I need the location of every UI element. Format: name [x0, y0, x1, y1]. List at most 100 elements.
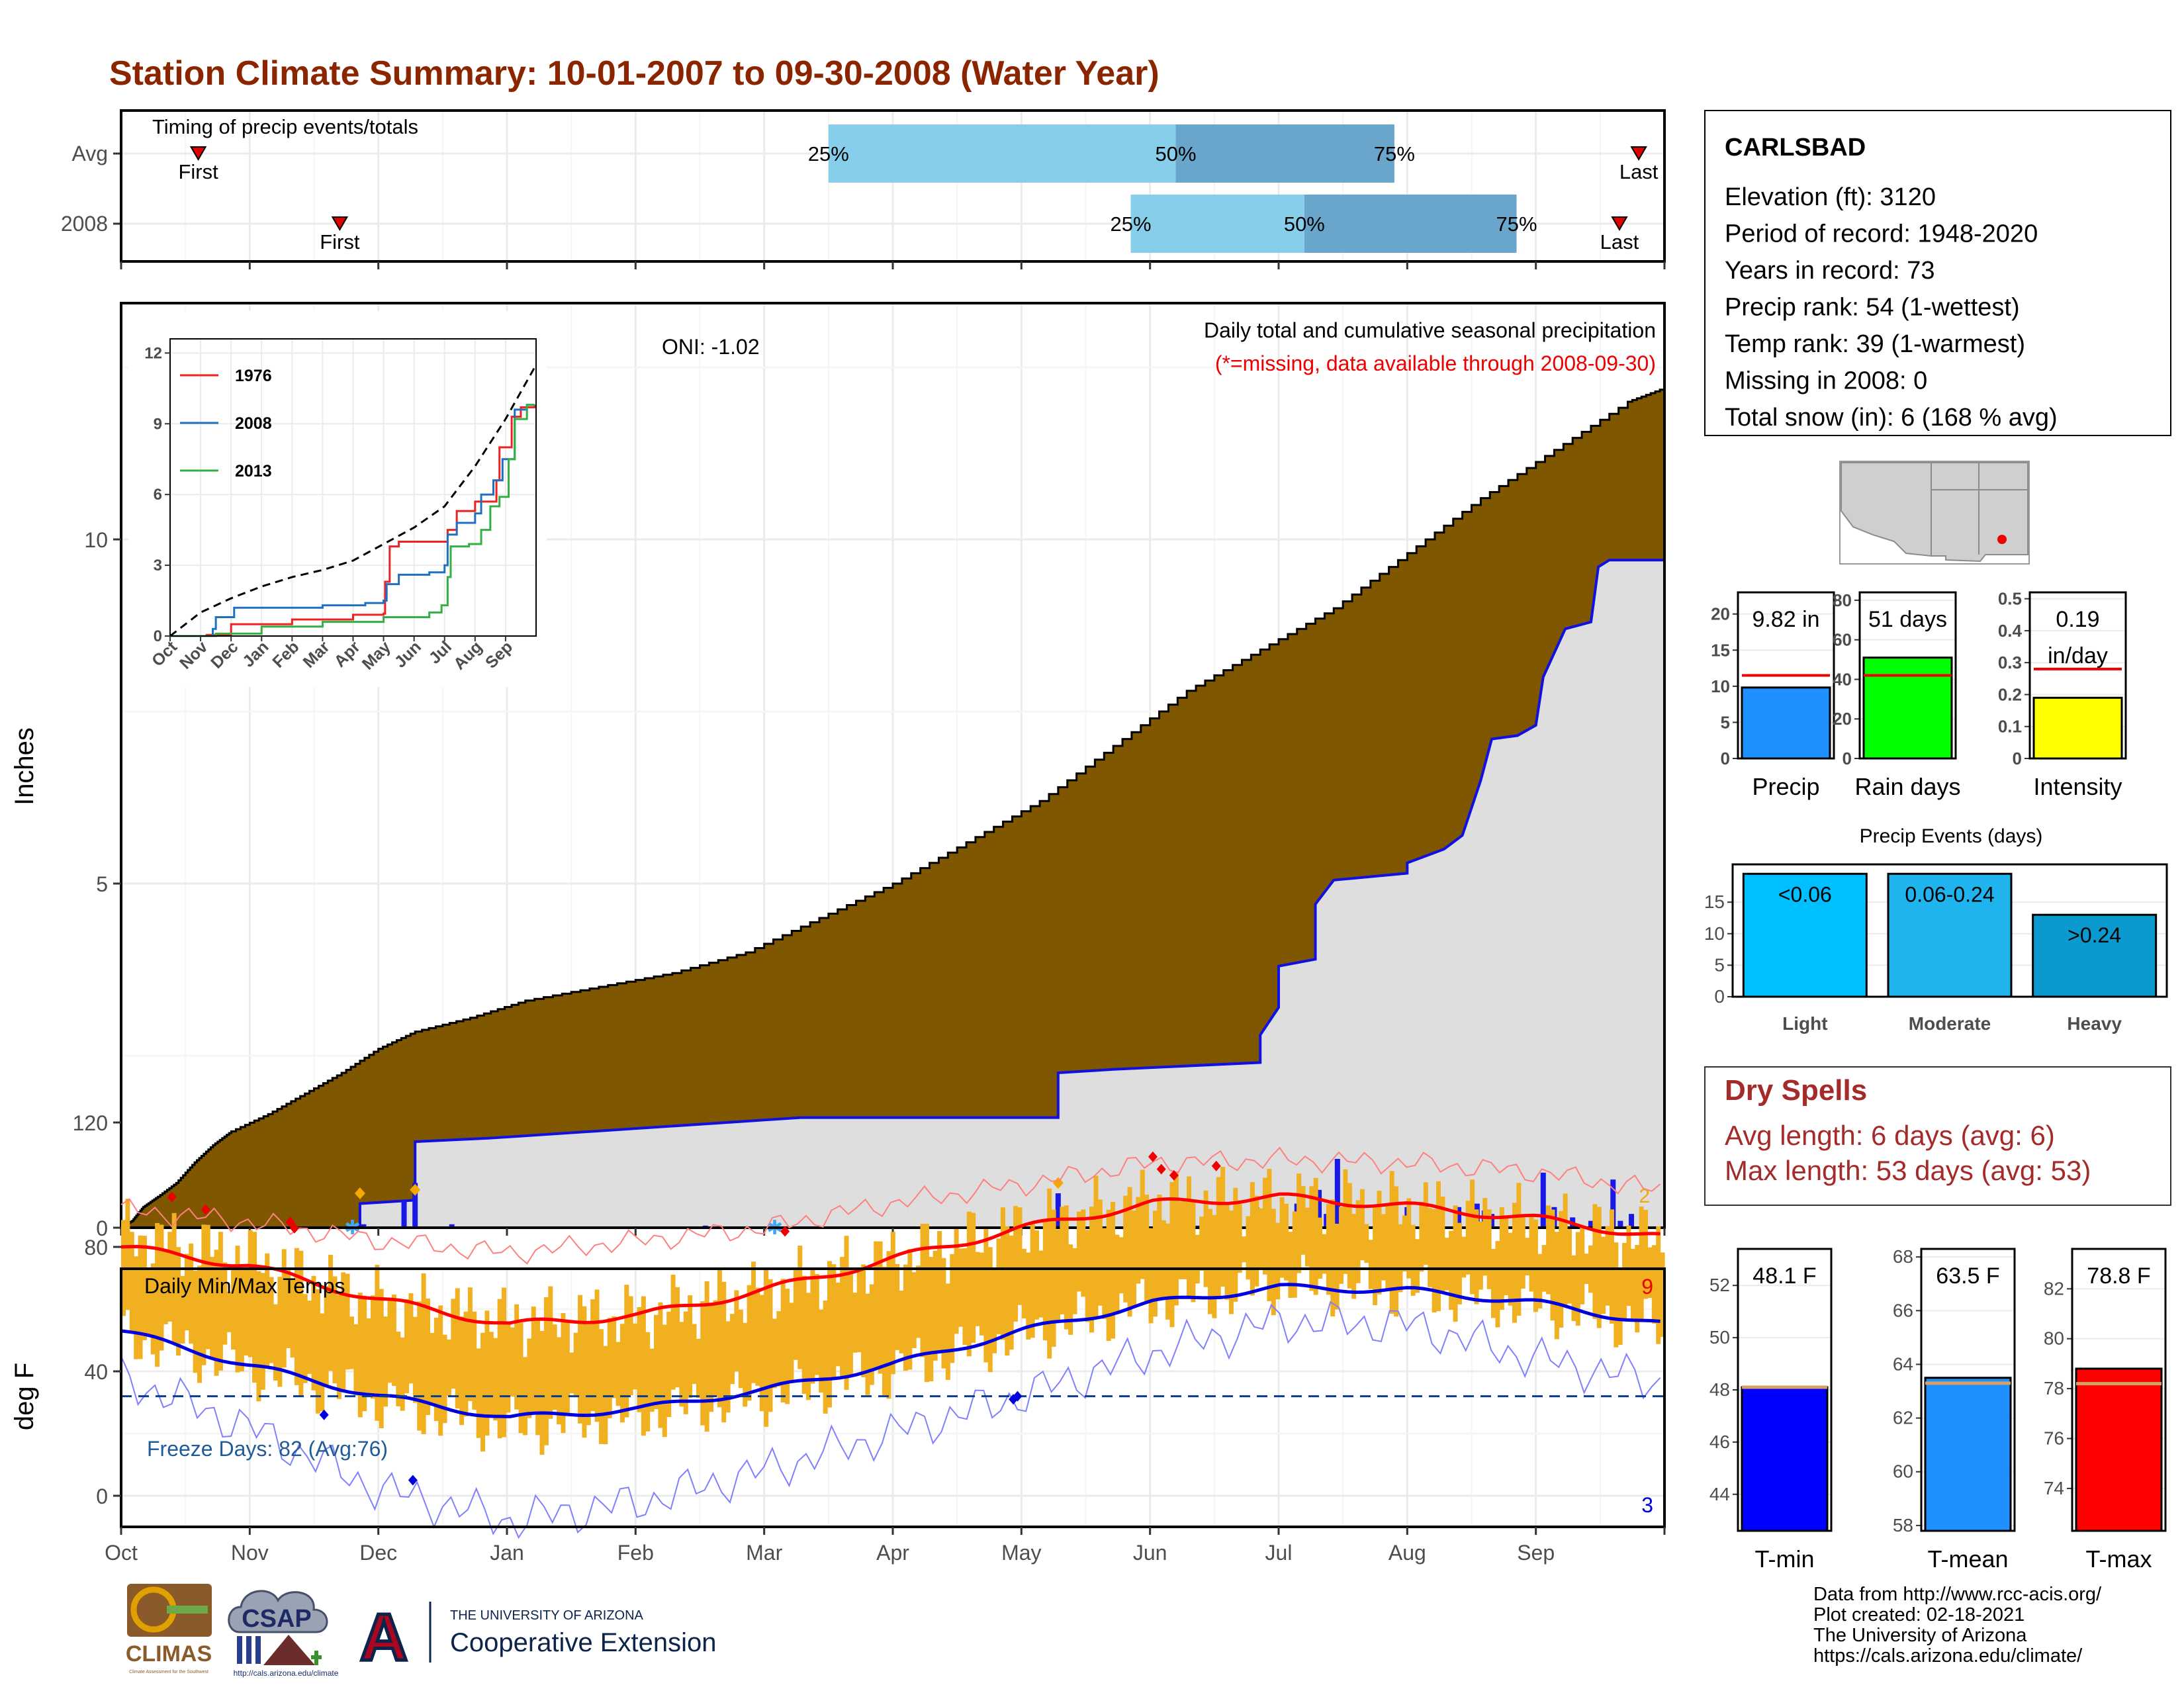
- csap-url: http://cals.arizona.edu/climate: [234, 1668, 339, 1678]
- record-high-marker: [1156, 1164, 1166, 1175]
- daily-temp-bar: [1355, 1200, 1361, 1283]
- dry-spells-box: Dry Spells Avg length: 6 days (avg: 6) M…: [1704, 1066, 2171, 1206]
- daily-temp-bar: [328, 1254, 334, 1371]
- mini-panel-bar-intensity: [2032, 696, 2123, 760]
- university-of-arizona-logo: A THE UNIVERSITY OF ARIZONA Cooperative …: [358, 1599, 716, 1676]
- daily-temp-bar: [1102, 1228, 1107, 1319]
- temps-x-tick-label: Apr: [876, 1541, 909, 1565]
- mini-panel-y-tick-label: 44: [1709, 1484, 1730, 1504]
- mini-panel-y-tick-label: 46: [1709, 1432, 1730, 1452]
- daily-temp-bar: [408, 1293, 414, 1384]
- daily-temp-bar: [1283, 1203, 1289, 1281]
- precip-panel: ✱ ✱ ONI: -1.02 Daily total and cumulativ…: [10, 302, 1666, 1240]
- daily-temp-bar: [793, 1269, 798, 1360]
- daily-temp-bar: [1144, 1194, 1150, 1303]
- daily-temp-bar: [1432, 1209, 1437, 1313]
- timing-bar-upper: [1175, 124, 1394, 183]
- daily-temp-bar: [1000, 1207, 1005, 1340]
- temps-y-tick-label: 80: [84, 1236, 108, 1259]
- timing-p50-label: 50%: [1156, 142, 1197, 165]
- daily-temp-bar: [1313, 1177, 1318, 1295]
- daily-temp-bar: [1482, 1198, 1488, 1276]
- daily-temp-bar: [1614, 1242, 1619, 1348]
- daily-temp-bar: [933, 1250, 938, 1361]
- daily-temp-bar: [1635, 1244, 1640, 1333]
- daily-temp-bar: [129, 1232, 134, 1333]
- daily-temp-bar: [1123, 1195, 1128, 1303]
- daily-temp-bar: [743, 1322, 748, 1407]
- daily-temp-bar: [1233, 1187, 1238, 1302]
- daily-temp-bar: [463, 1311, 469, 1417]
- daily-temp-bar: [442, 1334, 447, 1424]
- daily-temp-bar: [852, 1293, 858, 1353]
- station-name: CARLSBAD: [1725, 134, 1866, 161]
- mini-panel-y-tick-label: 0.1: [1998, 717, 2022, 737]
- ua-extension-text: Cooperative Extension: [450, 1628, 716, 1657]
- daily-temp-bar: [552, 1324, 557, 1410]
- mini-panel-bar-precip: [1741, 686, 1831, 760]
- daily-temp-bar: [1051, 1209, 1056, 1347]
- daily-temp-bar: [874, 1241, 879, 1369]
- daily-temp-bar: [370, 1295, 375, 1399]
- daily-temp-bar: [146, 1269, 152, 1336]
- mini-panel-category-label: Rain days: [1854, 773, 1960, 800]
- climas-logo-subtext: Climate Assessment for the Southwest: [129, 1670, 208, 1674]
- temps-y-tick-label: 40: [84, 1360, 108, 1384]
- mini-panel-frame: [1858, 591, 1957, 760]
- mini-panel-y-tick-label: 15: [1711, 640, 1730, 660]
- mini-panel-y-tick-label: 76: [2044, 1428, 2064, 1449]
- daily-temp-bar: [924, 1224, 929, 1383]
- daily-temp-bar: [801, 1275, 807, 1394]
- record-markers: [167, 1151, 1221, 1486]
- daily-temp-bar: [1423, 1182, 1428, 1265]
- daily-temp-bar: [375, 1265, 380, 1421]
- daily-temp-bar: [861, 1264, 866, 1377]
- daily-temp-bar: [662, 1324, 667, 1438]
- daily-temp-bar: [827, 1261, 832, 1408]
- temps-x-tick-label: Dec: [359, 1541, 397, 1565]
- daily-temp-bar: [1440, 1197, 1445, 1293]
- daily-precip-bar: [1055, 1193, 1061, 1228]
- year-cumulative-area: [121, 560, 1664, 1228]
- daily-temp-bar: [180, 1275, 185, 1344]
- daily-temp-bar: [1499, 1207, 1504, 1310]
- daily-temp-bar: [480, 1332, 486, 1452]
- daily-temp-bar: [806, 1293, 811, 1400]
- daily-temp-bar: [1389, 1171, 1394, 1314]
- daily-temp-bar: [916, 1265, 921, 1338]
- temps-x-tick-label: Oct: [105, 1541, 138, 1565]
- daily-temp-bar: [954, 1228, 959, 1334]
- daily-temp-bar: [1474, 1209, 1479, 1304]
- daily-temp-bar: [1148, 1228, 1154, 1324]
- daily-temp-bar: [658, 1302, 663, 1428]
- daily-temp-bar: [1115, 1234, 1120, 1312]
- mini-panel-y-tick-label: 78: [2044, 1378, 2064, 1398]
- daily-temp-bar: [1461, 1236, 1467, 1278]
- daily-temp-bar: [721, 1281, 727, 1423]
- daily-temp-bar: [1504, 1216, 1509, 1295]
- daily-temp-bar: [1322, 1234, 1327, 1274]
- daily-temp-bar: [1630, 1248, 1635, 1319]
- mini-panel-frame: [1737, 1248, 1833, 1532]
- csap-cloud: [228, 1590, 328, 1633]
- daily-temp-bar: [1626, 1225, 1631, 1306]
- dry-spells-max: Max length: 53 days (avg: 53): [1725, 1155, 2091, 1186]
- daily-temp-bar: [831, 1264, 837, 1381]
- daily-temp-bar: [1601, 1236, 1606, 1314]
- daily-temp-bar: [776, 1311, 782, 1387]
- daily-temp-bar: [1406, 1198, 1412, 1279]
- mini-panel-y-tick-label: 50: [1709, 1327, 1730, 1348]
- daily-temp-bar: [1169, 1181, 1175, 1328]
- mini-panel-y-tick-label: 52: [1709, 1275, 1730, 1295]
- dry-spells-frame: [1704, 1066, 2171, 1206]
- locator-map: [1839, 461, 2030, 565]
- daily-temp-bar: [239, 1267, 244, 1372]
- daily-temp-bar: [1009, 1235, 1014, 1350]
- daily-temp-bar: [1038, 1250, 1044, 1318]
- daily-temp-bar: [1359, 1189, 1365, 1261]
- mini-panel-bar-t-mean: [1924, 1377, 2012, 1532]
- temps-y-tick-label: 120: [73, 1111, 108, 1135]
- daily-temp-bar: [856, 1269, 862, 1353]
- ua-small-text: THE UNIVERSITY OF ARIZONA: [450, 1608, 644, 1623]
- daily-temp-bar: [1453, 1205, 1458, 1322]
